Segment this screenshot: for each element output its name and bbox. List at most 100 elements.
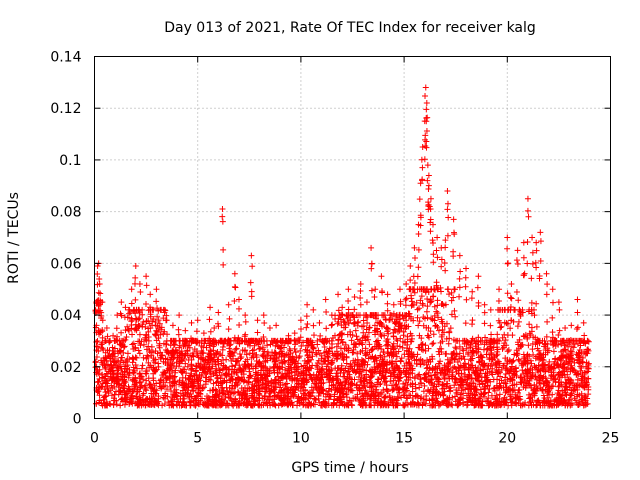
data-point [433, 247, 440, 254]
data-point [95, 370, 102, 377]
data-point [155, 317, 162, 324]
data-point [544, 281, 551, 288]
data-point [463, 402, 470, 409]
data-point [473, 375, 480, 382]
data-point [363, 367, 370, 374]
data-point [354, 356, 361, 363]
data-point [450, 294, 457, 301]
data-point [251, 342, 258, 349]
data-point [444, 206, 451, 213]
data-point [450, 253, 457, 260]
data-point [574, 324, 581, 331]
data-point [347, 363, 354, 370]
data-point [562, 325, 569, 331]
data-point [368, 393, 375, 400]
data-point [265, 350, 272, 357]
data-point [404, 395, 411, 402]
data-point [143, 282, 150, 289]
data-point [144, 399, 151, 406]
data-point [539, 386, 546, 393]
data-point [507, 294, 514, 301]
data-point [424, 295, 431, 302]
data-point [248, 337, 255, 344]
data-point [392, 367, 399, 374]
data-point [573, 337, 580, 344]
data-point [416, 318, 423, 325]
data-point [377, 391, 384, 398]
data-point [383, 382, 390, 389]
data-point [194, 352, 201, 359]
data-point [323, 371, 330, 378]
data-point [581, 332, 588, 339]
data-point [137, 384, 144, 391]
data-point [365, 355, 372, 362]
data-point [185, 375, 192, 382]
data-point [334, 375, 341, 382]
data-point [128, 300, 135, 307]
data-point [233, 358, 240, 365]
data-point [423, 118, 430, 125]
data-point [431, 312, 438, 319]
data-point [221, 378, 228, 385]
data-point [341, 385, 348, 392]
data-point [114, 364, 121, 371]
data-point [215, 309, 222, 316]
data-point [337, 389, 344, 396]
data-point [244, 341, 251, 348]
data-point [549, 314, 556, 321]
data-point [153, 399, 160, 406]
data-point [129, 359, 136, 366]
data-point [262, 381, 269, 388]
data-point [313, 381, 320, 388]
data-point [506, 391, 513, 398]
data-point [335, 291, 342, 298]
data-point [328, 322, 335, 329]
data-point [459, 395, 466, 402]
data-point [181, 352, 188, 359]
data-point [342, 365, 349, 372]
data-point [456, 350, 463, 357]
data-point [343, 360, 350, 367]
data-point [488, 392, 495, 399]
data-point [415, 344, 422, 351]
data-point [453, 351, 460, 358]
x-tick-label: 0 [90, 431, 99, 447]
data-point [420, 399, 427, 406]
data-point [578, 396, 585, 403]
data-point [531, 386, 538, 393]
data-point [355, 318, 362, 325]
data-point [119, 371, 126, 378]
data-point [92, 307, 99, 314]
data-point [139, 362, 146, 369]
data-point [295, 354, 302, 361]
data-point [319, 374, 326, 381]
data-point [550, 348, 557, 355]
data-point [423, 100, 430, 107]
data-point [119, 395, 126, 402]
data-point [333, 370, 340, 377]
data-point [192, 395, 199, 402]
data-point [417, 361, 424, 368]
data-point [359, 362, 366, 369]
data-point [440, 329, 447, 336]
data-point [185, 357, 192, 364]
data-point [434, 297, 441, 304]
data-point [493, 344, 500, 351]
data-point [524, 366, 531, 373]
data-point [270, 380, 277, 387]
data-point [432, 365, 439, 372]
data-point [276, 384, 283, 391]
data-point [418, 394, 425, 401]
data-point [494, 337, 501, 344]
data-point [273, 322, 280, 329]
data-point [551, 356, 558, 363]
data-point [260, 312, 267, 319]
data-point [169, 391, 176, 398]
data-point [556, 306, 563, 313]
data-point [129, 341, 136, 348]
data-point [499, 345, 506, 352]
data-point [143, 377, 150, 384]
data-point [182, 389, 189, 396]
x-tick-label: 20 [498, 431, 516, 447]
data-point [127, 396, 134, 403]
